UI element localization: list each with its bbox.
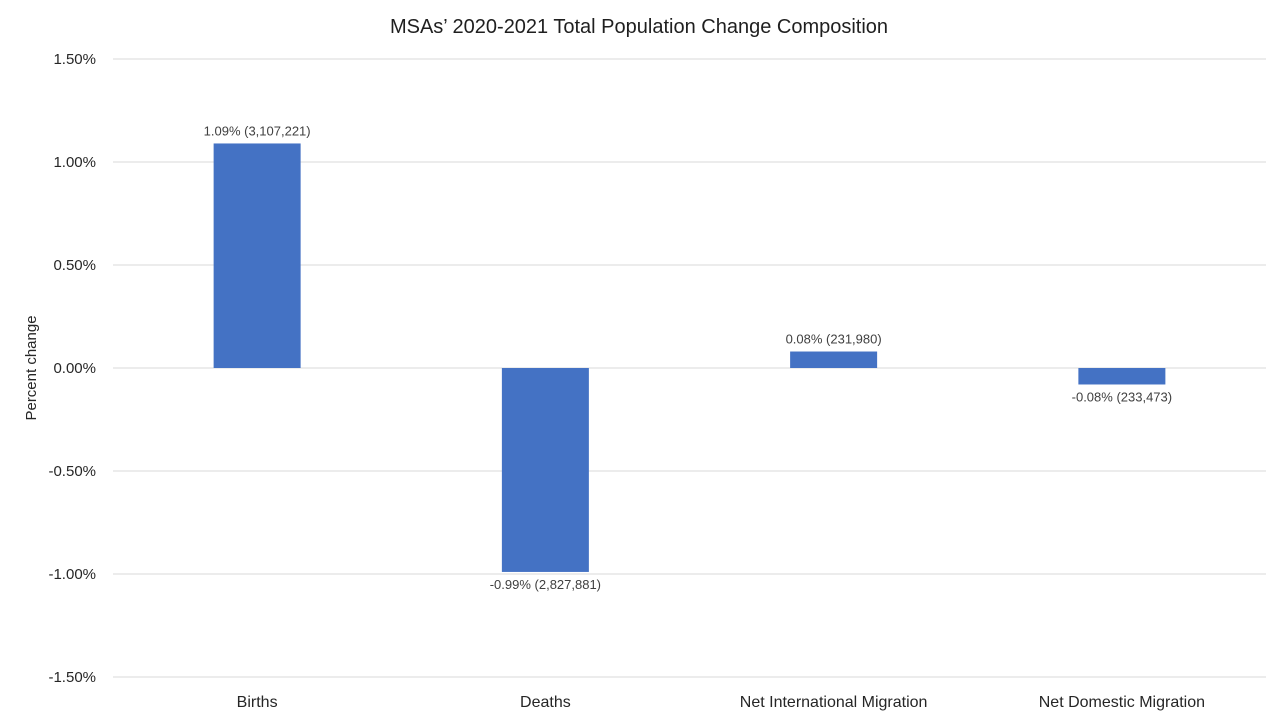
data-labels: 1.09% (3,107,221) -0.99% (2,827,881) 0.08%…	[204, 123, 1172, 591]
bars	[213, 143, 1166, 572]
data-label: 0.08% (231,980)	[786, 332, 882, 347]
x-category-label: Births	[237, 694, 278, 711]
y-axis-label: Percent change	[23, 315, 40, 420]
y-tick-label: 1.50%	[53, 51, 96, 68]
data-label: -0.99% (2,827,881)	[490, 577, 601, 592]
bar	[501, 368, 589, 572]
x-axis-categories: Births Deaths Net International Migration N…	[237, 694, 1205, 711]
chart-title: MSAs’ 2020-2021 Total Population Change …	[390, 16, 888, 38]
gridlines	[113, 58, 1266, 678]
x-category-label: Deaths	[520, 694, 571, 711]
data-label: -0.08% (233,473)	[1072, 389, 1172, 404]
y-axis-ticks: 1.50% 1.00% 0.50% 0.00% -0.50% -1.00% -1.50%	[48, 51, 96, 686]
x-category-label: Net International Migration	[740, 694, 928, 711]
bar	[213, 143, 301, 368]
bar	[1078, 368, 1166, 385]
x-category-label: Net Domestic Migration	[1039, 694, 1205, 711]
y-tick-label: 0.00%	[53, 360, 96, 377]
y-tick-label: -1.00%	[48, 566, 96, 583]
y-tick-label: 0.50%	[53, 257, 96, 274]
data-label: 1.09% (3,107,221)	[204, 123, 311, 138]
bar	[790, 351, 878, 368]
y-tick-label: -1.50%	[48, 669, 96, 686]
y-tick-label: -0.50%	[48, 463, 96, 480]
y-tick-label: 1.00%	[53, 154, 96, 171]
